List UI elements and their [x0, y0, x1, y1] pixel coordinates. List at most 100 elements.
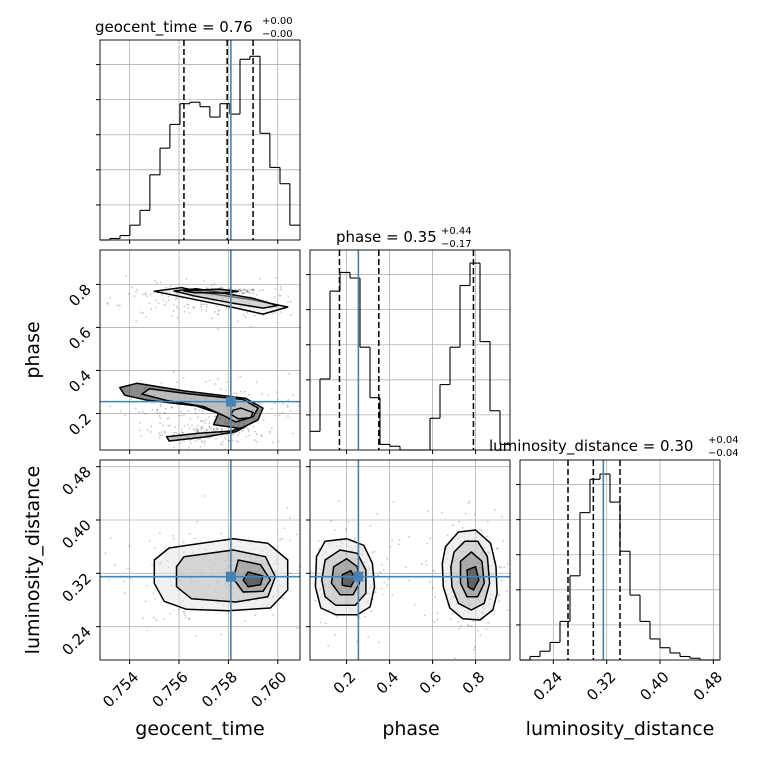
panel-geocent-time-vs-phase-sample [96, 291, 98, 293]
panel-phase-vs-luminosity-distance-sample [423, 614, 426, 617]
panel-geocent-time-vs-phase-sample [197, 416, 200, 418]
panel-geocent-time-vs-luminosity-distance-sample [182, 610, 185, 613]
panel-geocent-time-vs-phase-sample [279, 311, 282, 313]
panel-geocent-time-vs-phase-sample [169, 285, 172, 288]
panel-geocent-time-vs-luminosity-distance-sample [220, 532, 223, 535]
panel-geocent-time-vs-phase-sample [149, 293, 152, 296]
panel-phase-vs-luminosity-distance-sample [496, 547, 498, 550]
hist-panel-luminosity-distance-xtick-label-2: 0.40 [636, 668, 672, 704]
panel-geocent-time-vs-phase-sample [212, 428, 215, 431]
title-luminosity-distance: luminosity_distance = 0.30 [489, 437, 693, 456]
panel-geocent-time-vs-phase-sample [276, 398, 279, 401]
panel-geocent-time-vs-phase-sample [207, 287, 209, 290]
panel-geocent-time-vs-phase-sample [219, 442, 222, 445]
panel-geocent-time-vs-luminosity-distance-sample [220, 633, 223, 636]
panel-geocent-time-vs-phase-sample [195, 427, 198, 430]
panel-phase-vs-luminosity-distance-sample [382, 569, 385, 571]
panel-phase-vs-luminosity-distance-sample [386, 584, 389, 587]
panel-geocent-time-vs-phase-sample [150, 308, 153, 311]
panel-geocent-time-vs-phase-sample [172, 310, 175, 312]
panel-phase-vs-luminosity-distance-sample [493, 613, 495, 615]
panel-geocent-time-vs-phase-sample [161, 293, 164, 296]
panel-geocent-time-vs-phase-sample [202, 419, 205, 422]
panel-geocent-time-vs-luminosity-distance-sample [194, 635, 197, 637]
panel-geocent-time-vs-luminosity-distance-sample [61, 570, 63, 572]
panel-geocent-time-vs-phase-sample [167, 295, 170, 298]
panel-phase-vs-luminosity-distance-sample [467, 502, 470, 505]
panel-geocent-time-vs-luminosity-distance-contour-3 [242, 571, 264, 588]
panel-phase-vs-luminosity-distance-sample [377, 574, 379, 577]
panel-geocent-time-vs-luminosity-distance-sample [154, 597, 157, 600]
panel-geocent-time-vs-phase-sample [158, 415, 161, 417]
panel-geocent-time-vs-phase-sample [159, 417, 162, 419]
panel-geocent-time-vs-phase-sample [201, 425, 204, 428]
panel-geocent-time-vs-luminosity-distance-sample [76, 549, 78, 551]
panel-phase-vs-luminosity-distance-sample [367, 636, 370, 638]
panel-phase-vs-luminosity-distance-sample [391, 539, 393, 542]
panel-geocent-time-vs-phase-sample [241, 289, 244, 291]
panel-phase-vs-luminosity-distance-contour-3 [341, 569, 356, 588]
panel-phase-vs-luminosity-distance-sample [433, 621, 435, 623]
panel-geocent-time-vs-phase-sample [271, 312, 274, 315]
panel-phase-vs-luminosity-distance-sample [425, 563, 428, 566]
title-geocent-time-plus: +0.00 [262, 16, 293, 27]
panel-geocent-time-vs-phase-sample [246, 290, 249, 293]
panel-geocent-time-vs-phase-sample [167, 424, 170, 427]
panel-phase-vs-luminosity-distance-sample [369, 525, 372, 527]
panel-geocent-time-vs-phase-sample [259, 277, 262, 280]
panel-geocent-time-vs-phase-sample [270, 407, 273, 410]
panel-geocent-time-vs-phase-sample [205, 429, 208, 432]
panel-geocent-time-vs-phase-sample [170, 406, 173, 409]
panel-geocent-time-vs-phase-sample [234, 288, 237, 291]
panel-geocent-time-vs-phase-sample [241, 292, 244, 295]
panel-geocent-time-vs-luminosity-distance-sample [144, 600, 147, 603]
y-axis-label-phase: phase [22, 321, 44, 378]
panel-geocent-time-vs-phase-sample [140, 435, 142, 437]
panel-phase-vs-luminosity-distance-sample [370, 610, 373, 613]
panel-phase-vs-luminosity-distance-sample [381, 564, 383, 566]
panel-phase-vs-luminosity-distance-sample [498, 600, 501, 602]
panel-geocent-time-vs-phase-sample [222, 440, 224, 443]
panel-geocent-time-vs-luminosity-distance-sample [286, 506, 289, 509]
panel-geocent-time-vs-phase-sample [163, 431, 166, 434]
panel-phase-vs-luminosity-distance-sample [434, 595, 436, 598]
hist-panel-luminosity-distance-xtick-label-3: 0.48 [690, 668, 726, 704]
panel-geocent-time-vs-phase-sample [206, 303, 209, 306]
panel-geocent-time-vs-phase-sample [287, 301, 289, 303]
panel-geocent-time-vs-phase-sample [226, 434, 229, 436]
panel-geocent-time-vs-phase-sample [171, 314, 174, 317]
panel-geocent-time-vs-phase-sample [267, 393, 270, 396]
panel-geocent-time-vs-phase-sample [215, 429, 217, 432]
panel-geocent-time-vs-phase-sample [248, 288, 251, 291]
panel-geocent-time-vs-phase-sample [220, 429, 223, 431]
panel-geocent-time-vs-luminosity-distance-sample [184, 614, 187, 617]
panel-geocent-time-vs-phase-sample [81, 405, 83, 407]
panel-geocent-time-vs-phase-border [99, 249, 301, 451]
panel-geocent-time-vs-phase-sample [118, 304, 121, 307]
panel-phase-vs-luminosity-distance-sample [500, 579, 503, 582]
panel-geocent-time-vs-phase-sample [109, 297, 112, 299]
panel-geocent-time-vs-phase-background [100, 250, 300, 450]
panel-geocent-time-vs-phase-sample [253, 439, 256, 442]
panel-geocent-time-vs-phase-sample [210, 427, 213, 430]
panel-geocent-time-vs-phase-sample [148, 302, 151, 305]
panel-phase-vs-luminosity-distance-sample [505, 590, 508, 592]
panel-geocent-time-vs-phase-sample [221, 428, 224, 431]
panel-phase-vs-luminosity-distance-sample [449, 617, 452, 620]
panel-geocent-time-vs-phase-sample [243, 292, 246, 295]
panel-phase-vs-luminosity-distance-sample [314, 599, 317, 602]
panel-geocent-time-vs-phase-sample [174, 426, 177, 428]
panel-phase-vs-luminosity-distance-sample [408, 579, 410, 582]
panel-geocent-time-vs-phase-sample [242, 314, 245, 316]
panel-geocent-time-vs-phase-sample [292, 432, 295, 435]
panel-phase-vs-luminosity-distance-sample [498, 566, 501, 569]
panel-phase-vs-luminosity-distance-sample [333, 529, 336, 532]
panel-geocent-time-vs-luminosity-distance-sample [145, 584, 148, 587]
panel-geocent-time-vs-phase-sample [213, 415, 216, 418]
panel-geocent-time-vs-phase-sample [192, 428, 195, 431]
panel-geocent-time-vs-phase-sample [146, 295, 149, 298]
panel-geocent-time-vs-phase-sample [141, 410, 144, 413]
panel-geocent-time-vs-phase-sample [226, 381, 229, 383]
panel-geocent-time-vs-phase-sample [251, 289, 254, 291]
